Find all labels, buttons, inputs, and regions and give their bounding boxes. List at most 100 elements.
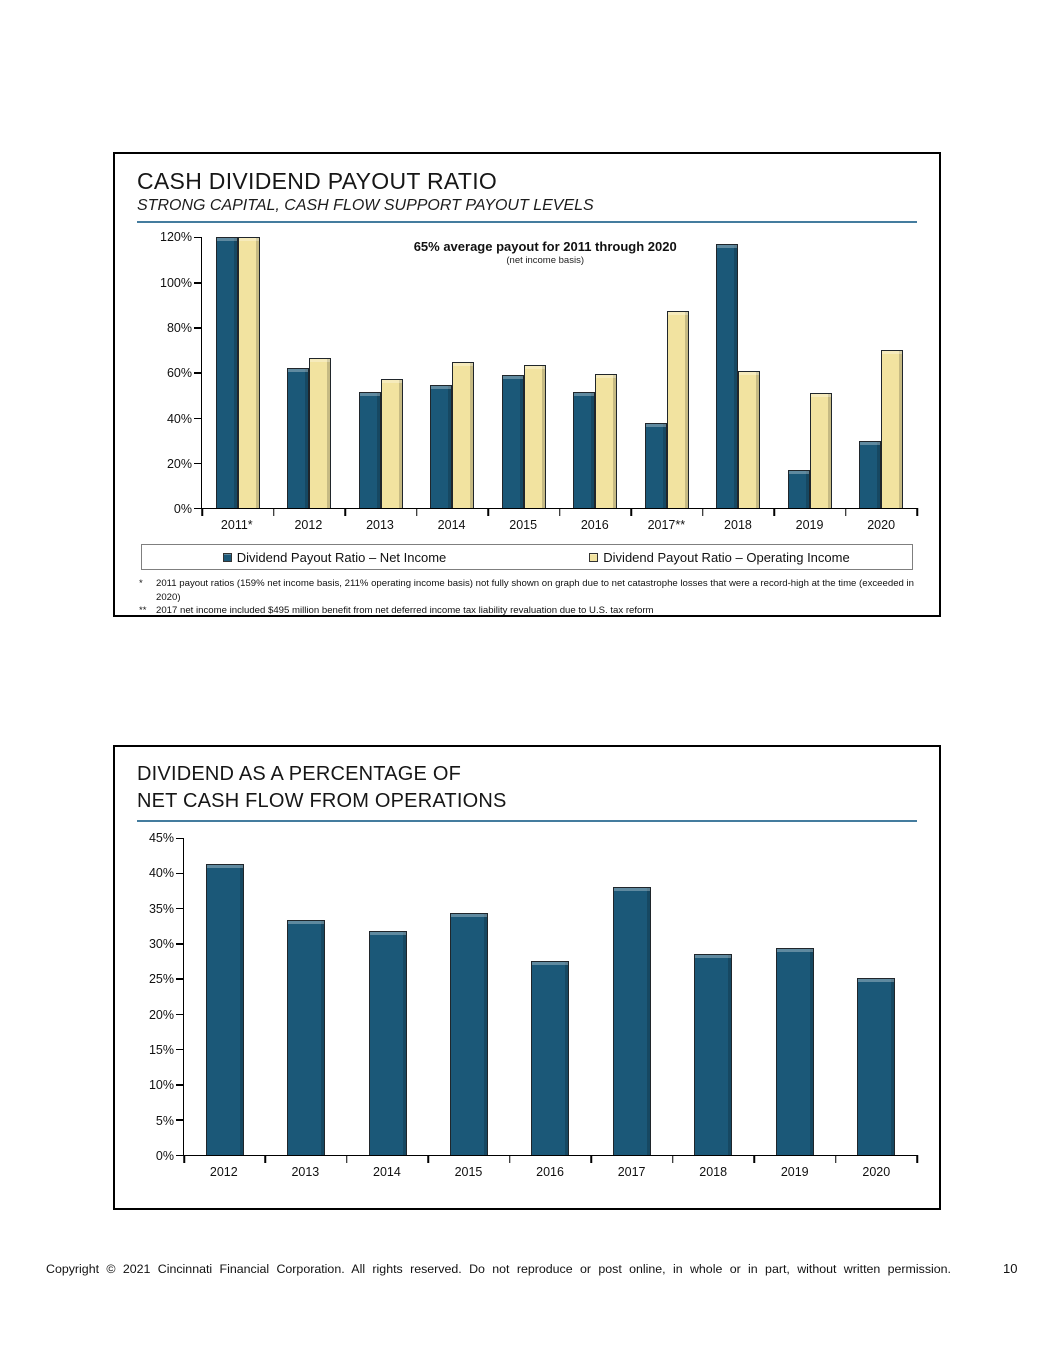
y-axis-tick: [176, 1084, 184, 1086]
bar: [666, 310, 689, 509]
bar: [775, 947, 814, 1155]
chart-footnotes: * 2011 payout ratios (159% net income bas…: [139, 577, 915, 617]
y-axis-tick-label: 120%: [160, 230, 192, 245]
x-axis-tick: [427, 1155, 430, 1163]
x-axis-tick: [671, 1155, 674, 1163]
x-axis-label: 2020: [862, 1165, 891, 1179]
x-axis-tick: [558, 508, 561, 517]
y-axis-tick: [176, 1154, 184, 1156]
bar-group-2020: [836, 838, 917, 1155]
x-axis-tick: [272, 508, 275, 517]
bar-group-2014: [347, 838, 428, 1155]
x-axis-label: 2016: [580, 518, 609, 533]
bar: [380, 378, 403, 509]
page-number: 10: [1003, 1261, 1018, 1276]
bar: [358, 392, 381, 509]
y-axis-tick: [176, 1013, 184, 1016]
y-axis-tick: [194, 236, 202, 239]
y-axis-tick-label: 40%: [148, 866, 174, 881]
bar: [738, 370, 761, 509]
bar: [531, 960, 570, 1155]
chart2-title-line1: DIVIDEND AS A PERCENTAGE OF: [137, 763, 461, 785]
bar: [809, 393, 832, 509]
bar-group-2020: [846, 237, 918, 509]
bar-group-2015: [428, 838, 509, 1155]
bar-group-2016: [510, 838, 591, 1155]
bar-group-2016: [560, 237, 632, 509]
bar: [694, 954, 733, 1155]
bar-group-2018: [673, 838, 754, 1155]
payout-ratio-chart: 0% 20% 40% 60% 80% 100% 120% 65% average payou…: [137, 230, 918, 532]
bar-group-2013: [265, 838, 346, 1155]
x-axis-labels: 2011* 2012 2013 2014 2015 2016 2017** 2018 2019 2…: [201, 518, 917, 532]
y-axis-tick-label: 35%: [148, 901, 174, 916]
plot-area: 65% average payout for 2011 through 2020…: [194, 236, 918, 517]
y-axis-tick: [176, 872, 184, 875]
bar-group-2017: [591, 838, 672, 1155]
y-axis-tick-label: 0%: [155, 1149, 174, 1163]
bar-group-2019: [754, 838, 835, 1155]
y-axis-tick-label: 25%: [148, 972, 174, 987]
y-axis-tick: [194, 327, 202, 329]
legend-entry: Dividend Payout Ratio – Net Income: [142, 550, 527, 565]
bar: [450, 912, 489, 1155]
x-axis-tick: [201, 508, 203, 517]
bar-group-2019: [774, 237, 846, 509]
x-axis-tick: [753, 1155, 755, 1163]
title-underline: [137, 820, 917, 822]
dividend-pct-cash-flow-panel: DIVIDEND AS A PERCENTAGE OF NET CASH FLO…: [113, 745, 941, 1210]
y-axis-tick: [194, 282, 202, 284]
bar: [368, 931, 407, 1155]
bar: [523, 365, 546, 509]
chart1-subtitle: STRONG CAPITAL, CASH FLOW SUPPORT PAYOUT…: [137, 197, 594, 215]
x-axis-label: 2018: [699, 1165, 728, 1179]
x-axis-tick: [487, 508, 489, 517]
y-axis-tick: [194, 417, 202, 420]
y-axis-tick: [194, 507, 202, 510]
y-axis-tick-label: 0%: [173, 502, 192, 517]
title-underline: [137, 221, 917, 224]
x-axis-label: 2016: [536, 1165, 564, 1179]
bar-group-2012: [274, 237, 346, 509]
footnote-marker: *: [139, 578, 143, 590]
bar-group-2013: [345, 237, 417, 509]
y-axis-tick: [176, 1119, 184, 1121]
x-axis-tick: [509, 1155, 511, 1163]
x-axis-label: 2019: [780, 1165, 809, 1179]
bar: [573, 392, 596, 509]
x-axis-tick: [590, 1155, 592, 1163]
bar-group-2011: [202, 237, 274, 509]
x-axis-label: 2013: [291, 1165, 320, 1179]
y-axis-tick-label: 15%: [148, 1043, 174, 1057]
x-axis-label: 2017**: [647, 518, 686, 533]
x-axis-tick: [916, 1155, 918, 1163]
bar: [452, 361, 475, 509]
bar: [787, 470, 810, 509]
x-axis-tick: [264, 1155, 267, 1163]
bar-group-2012: [184, 838, 265, 1155]
footnote: * 2011 payout ratios (159% net income bas…: [139, 577, 915, 604]
y-axis-tick-label: 20%: [166, 457, 192, 472]
y-axis-tick: [176, 978, 184, 980]
y-axis-tick: [194, 372, 202, 374]
chart1-title: CASH DIVIDEND PAYOUT RATIO: [137, 168, 498, 194]
legend-swatch: [589, 552, 599, 562]
x-axis-label: 2018: [724, 518, 752, 533]
y-axis-tick: [176, 837, 184, 839]
bar: [237, 237, 260, 509]
bar: [287, 368, 310, 509]
footnote-text: 2011 payout ratios (159% net income basi…: [156, 578, 914, 603]
legend-label: Dividend Payout Ratio – Net Income: [236, 549, 447, 565]
x-axis-label: 2015: [454, 1165, 483, 1179]
footnote-marker: **: [139, 605, 147, 617]
y-axis-tick-label: 45%: [148, 831, 174, 845]
y-axis: 0% 20% 40% 60% 80% 100% 120%: [137, 230, 201, 516]
x-axis-tick: [346, 1155, 348, 1163]
y-axis-tick-label: 80%: [166, 321, 192, 336]
plot-wrap: 65% average payout for 2011 through 2020…: [194, 236, 918, 532]
bar-group-2018: [703, 237, 775, 509]
x-axis-tick: [415, 508, 418, 517]
bar: [595, 374, 618, 509]
footnote: ** 2017 net income included $495 million …: [139, 604, 915, 617]
